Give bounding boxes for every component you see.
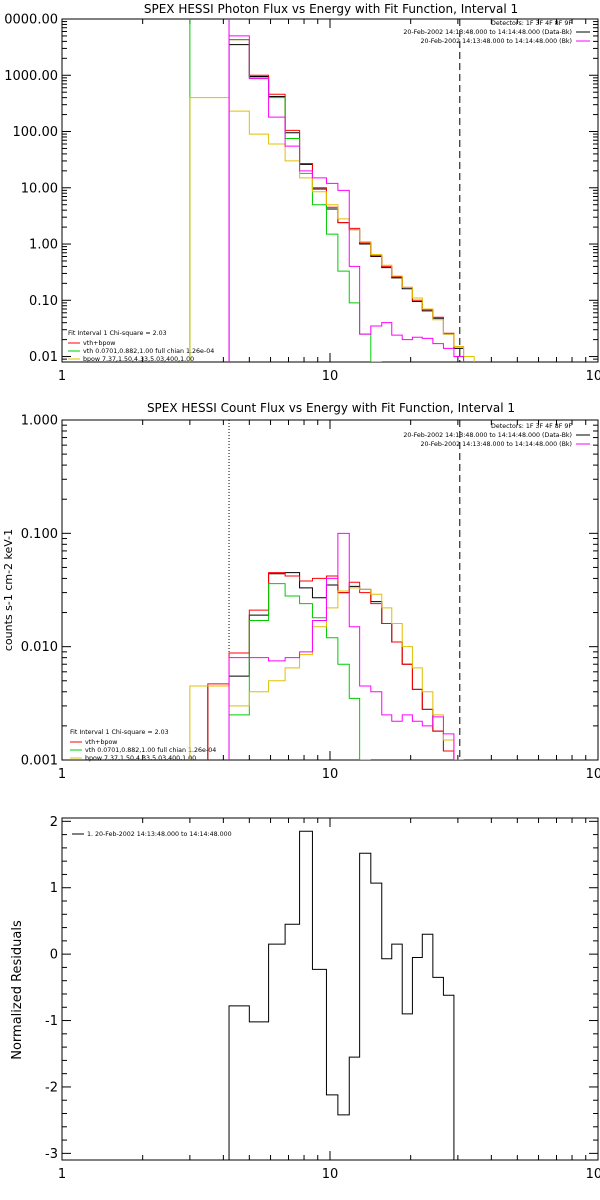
count-flux-info: Detectors: 1F 3F 4F 8F 9F 20-Feb-2002 14… bbox=[403, 423, 590, 448]
count-flux-legend-bpow: bpow 7.37,1.50,4.33,5.03,400,1.00 bbox=[85, 755, 196, 762]
photon-flux-y-tick-label: 10.00 bbox=[21, 181, 58, 196]
residuals-series-residuals bbox=[228, 830, 460, 1160]
photon-flux-x-tick-label: 100 bbox=[586, 369, 600, 384]
count-flux-fit-header: Fit Interval 1 Chi-square = 2.03 bbox=[70, 729, 169, 736]
photon-flux-y-tick-label: 1.00 bbox=[29, 238, 58, 253]
photon-flux-y-tick-label: 0000.00 bbox=[4, 13, 58, 28]
photon-flux-legend-bpow: bpow 7.37,1.50,4.33,5.03,400,1.00 bbox=[83, 356, 194, 363]
residuals-plot-area bbox=[228, 830, 460, 1160]
residuals-legend: 1. 20-Feb-2002 14:13:48.000 to 14:14:48.… bbox=[72, 831, 232, 838]
count-flux-series-model bbox=[207, 572, 455, 760]
photon-flux-y-tick-label: 0.10 bbox=[29, 294, 58, 309]
residuals-y-tick-label: 1 bbox=[50, 881, 58, 896]
count-flux-detectors: Detectors: 1F 3F 4F 8F 9F bbox=[491, 423, 572, 430]
photon-flux-plot-frame bbox=[61, 18, 599, 363]
count-flux-y-tick-label: 1.000 bbox=[21, 414, 58, 429]
photon-flux-series-bpow bbox=[189, 97, 475, 362]
count-flux-title: SPEX HESSI Count Flux vs Energy with Fit… bbox=[147, 401, 515, 415]
count-flux-series-bk bbox=[228, 532, 464, 760]
photon-flux-data-interval: 20-Feb-2002 14:13:48.000 to 14:14:48.000… bbox=[403, 29, 572, 36]
photon-flux-title: SPEX HESSI Photon Flux vs Energy with Fi… bbox=[144, 2, 518, 16]
count-flux-x-tick-label: 100 bbox=[586, 767, 600, 782]
count-flux-y-tick-label: 0.001 bbox=[21, 754, 58, 769]
photon-flux-legend-vth: vth 0.0701,0.882,1.00 full chian 1.26e-0… bbox=[83, 348, 214, 355]
residuals-y-tick-label: 0 bbox=[50, 948, 58, 963]
count-flux-bk-interval: 20-Feb-2002 14:13:48.000 to 14:14:48.000… bbox=[420, 441, 572, 448]
count-flux-legend-vth: vth 0.0701,0.882,1.00 full chian 1.26e-0… bbox=[85, 747, 216, 754]
photon-flux-series-model bbox=[228, 39, 465, 362]
count-flux-series-data bbox=[207, 572, 455, 760]
photon-flux-x-tick-label: 10 bbox=[322, 369, 339, 384]
photon-flux-info: Detectors: 1F 3F 4F 8F 9F 20-Feb-2002 14… bbox=[403, 20, 590, 45]
residuals-y-label: Normalized Residuals bbox=[10, 920, 25, 1060]
photon-flux-y-tick-label: 1000.00 bbox=[4, 69, 58, 84]
count-flux-legend: Fit Interval 1 Chi-square = 2.03 vth+bpo… bbox=[70, 729, 216, 762]
count-flux-series-bpow bbox=[189, 587, 464, 760]
photon-flux-series-data bbox=[228, 44, 465, 362]
photon-flux-series-vth bbox=[228, 39, 382, 362]
photon-flux-legend: Fit Interval 1 Chi-square = 2.03 vth+bpo… bbox=[68, 330, 214, 363]
residuals-y-tick-label: -2 bbox=[45, 1080, 58, 1095]
photon-flux-plot-area bbox=[189, 19, 475, 362]
photon-flux-y-tick-label: 0.01 bbox=[29, 350, 58, 365]
count-flux-x-tick-label: 1 bbox=[58, 767, 66, 782]
count-flux-legend-vthbpow: vth+bpow bbox=[85, 739, 117, 746]
residuals-y-tick-label: 2 bbox=[50, 815, 58, 830]
photon-flux-fit-header: Fit Interval 1 Chi-square = 2.03 bbox=[68, 330, 167, 337]
count-flux-plot-frame bbox=[61, 419, 599, 761]
photon-flux-legend-vthbpow: vth+bpow bbox=[83, 340, 115, 347]
count-flux-panel: SPEX HESSI Count Flux vs Energy with Fit… bbox=[2, 401, 600, 782]
photon-flux-panel: SPEX HESSI Photon Flux vs Energy with Fi… bbox=[4, 2, 600, 384]
residuals-panel: Normalized Residuals 1. 20-Feb-2002 14:1… bbox=[10, 815, 600, 1182]
residuals-legend-text: 1. 20-Feb-2002 14:13:48.000 to 14:14:48.… bbox=[87, 831, 232, 838]
photon-flux-y-tick-label: 100.00 bbox=[13, 125, 59, 140]
count-flux-series-vth bbox=[228, 583, 371, 760]
photon-flux-bk-interval: 20-Feb-2002 14:13:48.000 to 14:14:48.000… bbox=[420, 38, 572, 45]
photon-flux-series-bk bbox=[228, 35, 465, 362]
photon-flux-detectors: Detectors: 1F 3F 4F 8F 9F bbox=[491, 20, 572, 27]
residuals-x-tick-label: 1 bbox=[58, 1167, 66, 1182]
residuals-x-tick-label: 100 bbox=[586, 1167, 600, 1182]
count-flux-data-interval: 20-Feb-2002 14:13:48.000 to 14:14:48.000… bbox=[403, 432, 572, 439]
count-flux-y-label: counts s-1 cm-2 keV-1 bbox=[2, 529, 15, 651]
photon-flux-x-tick-label: 1 bbox=[58, 369, 66, 384]
count-flux-y-tick-label: 0.010 bbox=[21, 640, 58, 655]
residuals-y-tick-label: -3 bbox=[45, 1147, 58, 1162]
residuals-y-tick-label: -1 bbox=[45, 1014, 58, 1029]
residuals-x-tick-label: 10 bbox=[322, 1167, 339, 1182]
residuals-plot-frame bbox=[61, 817, 599, 1161]
count-flux-y-tick-label: 0.100 bbox=[21, 527, 58, 542]
count-flux-x-tick-label: 10 bbox=[322, 767, 339, 782]
count-flux-plot-area bbox=[189, 420, 464, 760]
